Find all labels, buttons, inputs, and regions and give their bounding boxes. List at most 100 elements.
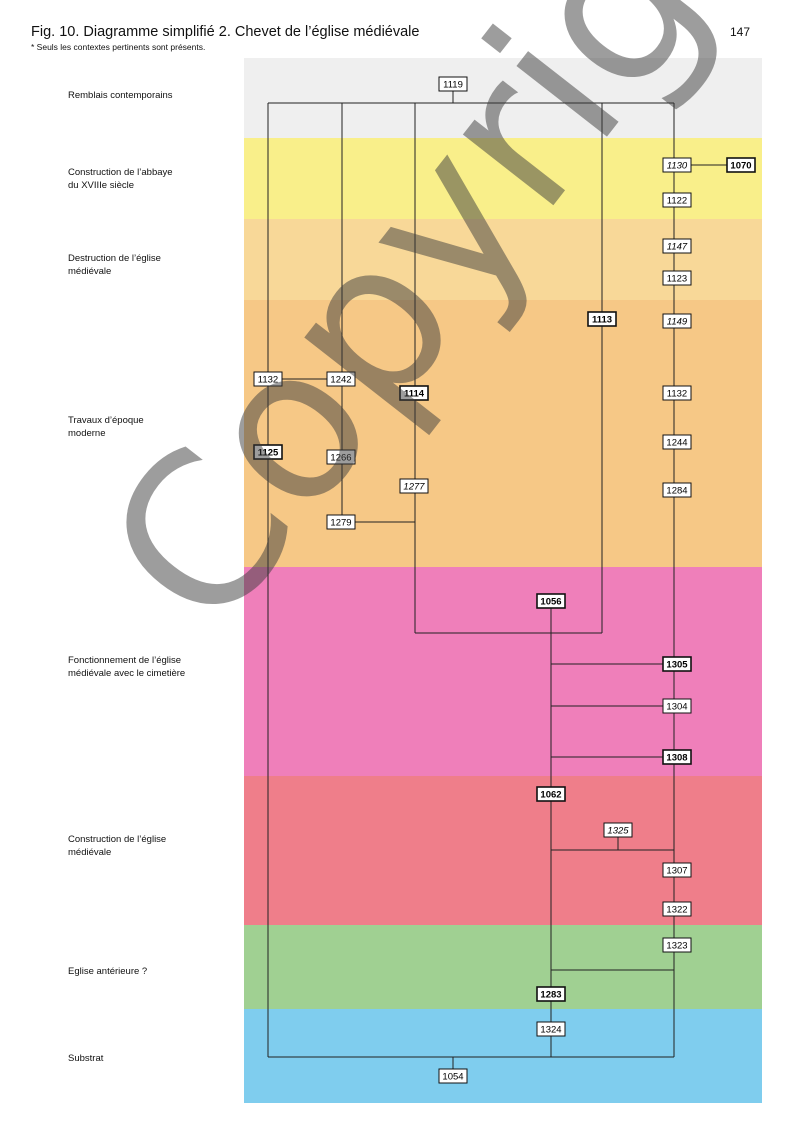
unit-label: 1113	[592, 315, 612, 326]
unit-box: 1119	[438, 76, 468, 92]
unit-box-frame	[536, 1021, 566, 1037]
phase-band	[244, 776, 762, 925]
unit-box-frame	[662, 749, 692, 765]
unit-box: 1244	[662, 434, 692, 450]
unit-box-frame	[662, 385, 692, 401]
unit-label: 1056	[540, 597, 561, 608]
unit-box-frame	[438, 1068, 468, 1084]
unit-box-frame	[438, 76, 468, 92]
unit-box-frame	[662, 656, 692, 672]
unit-box-frame	[662, 157, 692, 173]
unit-label: 1147	[667, 242, 688, 253]
unit-box-frame	[662, 434, 692, 450]
unit-box: 1279	[326, 514, 356, 530]
phase-label: Substrat	[68, 1053, 104, 1064]
unit-box: 1114	[399, 385, 429, 401]
unit-box-frame	[536, 786, 566, 802]
unit-box: 1308	[662, 749, 692, 765]
unit-box: 1325	[603, 822, 633, 838]
unit-box-frame	[399, 385, 429, 401]
unit-box: 1132	[662, 385, 692, 401]
unit-label: 1114	[404, 389, 425, 400]
unit-box: 1054	[438, 1068, 468, 1084]
unit-box-frame	[253, 444, 283, 460]
unit-box-frame	[587, 311, 617, 327]
unit-box-frame	[662, 238, 692, 254]
unit-box: 1323	[662, 937, 692, 953]
unit-box: 1307	[662, 862, 692, 878]
unit-label: 1323	[666, 941, 687, 952]
unit-label: 1284	[666, 486, 687, 497]
phase-label: Fonctionnement de l’église médiévale ave…	[68, 655, 186, 679]
unit-box-frame	[662, 901, 692, 917]
unit-box: 1056	[536, 593, 566, 609]
unit-box-frame	[326, 449, 356, 465]
phase-label: Destruction de l’église médiévale	[68, 253, 161, 277]
page-number: 147	[730, 25, 751, 39]
unit-label: 1070	[730, 161, 751, 172]
unit-box: 1070	[726, 157, 756, 173]
unit-label: 1307	[666, 866, 687, 877]
unit-box: 1324	[536, 1021, 566, 1037]
unit-box: 1130	[662, 157, 692, 173]
unit-box-frame	[536, 986, 566, 1002]
unit-box-frame	[399, 478, 429, 494]
unit-box: 1125	[253, 444, 283, 460]
unit-box-frame	[662, 862, 692, 878]
unit-box: 1304	[662, 698, 692, 714]
unit-label: 1279	[330, 518, 351, 529]
figure-title: Fig. 10. Diagramme simplifié 2. Chevet d…	[31, 24, 420, 40]
phase-label: Travaux d’époque moderne	[68, 415, 144, 439]
unit-box-frame	[662, 313, 692, 329]
phase-label: Remblais contemporains	[68, 90, 173, 101]
unit-box: 1284	[662, 482, 692, 498]
unit-label: 1132	[258, 375, 278, 386]
unit-label: 1123	[667, 274, 687, 285]
unit-label: 1132	[667, 389, 687, 400]
unit-label: 1054	[442, 1072, 463, 1083]
unit-box-frame	[326, 514, 356, 530]
unit-label: 1122	[667, 196, 687, 207]
unit-box-frame	[662, 937, 692, 953]
unit-label: 1322	[666, 905, 687, 916]
unit-box: 1147	[662, 238, 692, 254]
phase-label: Construction de l’abbaye du XVIIIe siècl…	[68, 167, 173, 191]
unit-label: 1242	[330, 375, 351, 386]
unit-label: 1149	[667, 317, 688, 328]
unit-box: 1062	[536, 786, 566, 802]
unit-box-frame	[603, 822, 633, 838]
unit-box-frame	[662, 698, 692, 714]
unit-box-frame	[536, 593, 566, 609]
unit-label: 1119	[443, 80, 463, 91]
unit-box-frame	[662, 270, 692, 286]
phase-label: Construction de l’église médiévale	[68, 834, 167, 858]
unit-label: 1324	[540, 1025, 561, 1036]
unit-box-frame	[726, 157, 756, 173]
unit-label: 1308	[666, 753, 687, 764]
phase-band	[244, 219, 762, 300]
unit-box: 1122	[662, 192, 692, 208]
phase-label: Eglise antérieure ?	[68, 966, 148, 977]
unit-label: 1325	[607, 826, 629, 837]
unit-label: 1305	[666, 660, 688, 671]
unit-box-frame	[662, 482, 692, 498]
unit-label: 1277	[403, 482, 425, 493]
phase-band	[244, 1009, 762, 1103]
unit-box: 1283	[536, 986, 566, 1002]
unit-box: 1322	[662, 901, 692, 917]
unit-box: 1149	[662, 313, 692, 329]
unit-label: 1266	[330, 453, 351, 464]
phase-band	[244, 58, 762, 138]
unit-label: 1244	[666, 438, 687, 449]
unit-box: 1132	[253, 371, 283, 387]
unit-box: 1305	[662, 656, 692, 672]
unit-box-frame	[326, 371, 356, 387]
unit-box: 1277	[399, 478, 429, 494]
unit-label: 1125	[258, 448, 279, 459]
unit-label: 1283	[540, 990, 561, 1001]
unit-box: 1242	[326, 371, 356, 387]
unit-label: 1130	[667, 161, 688, 172]
unit-box-frame	[253, 371, 283, 387]
unit-box: 1113	[587, 311, 617, 327]
